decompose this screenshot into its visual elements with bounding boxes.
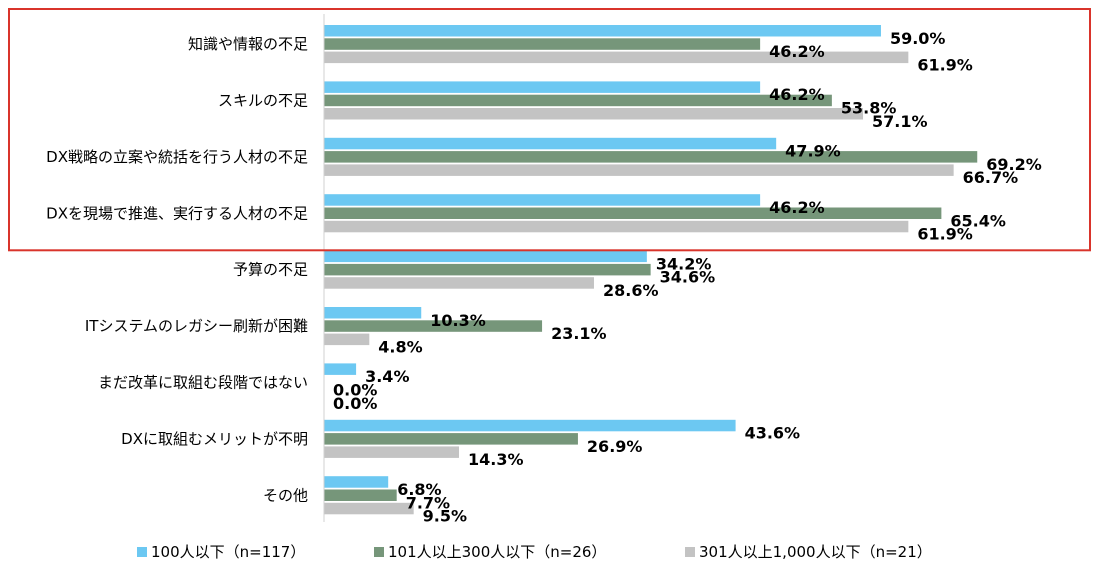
bar-s3 <box>324 502 414 515</box>
legend-label-s1: 100人以下（n=117） <box>151 543 305 561</box>
value-label-s2: 34.6% <box>660 268 716 287</box>
value-label-s3: 0.0% <box>333 394 377 413</box>
legend-swatch-s3 <box>685 547 695 557</box>
value-label-s1: 6.8% <box>397 480 441 499</box>
value-label-s1: 46.2% <box>769 85 825 104</box>
bars-layer <box>324 25 978 515</box>
bar-s1 <box>324 476 389 488</box>
value-label-s1: 3.4% <box>365 367 409 386</box>
category-label: ITシステムのレガシー刷新が困難 <box>85 317 308 335</box>
bar-s3 <box>324 277 594 289</box>
bar-s3 <box>324 108 864 120</box>
bar-s2 <box>324 433 578 445</box>
value-label-s3: 61.9% <box>917 55 973 74</box>
bar-s2 <box>324 94 832 107</box>
bar-s3 <box>324 446 459 458</box>
bar-s1 <box>324 307 422 319</box>
legend-swatch-s2 <box>374 547 384 557</box>
value-label-s3: 4.8% <box>378 337 422 356</box>
category-label: その他 <box>263 486 308 504</box>
value-label-s1: 46.2% <box>769 198 825 217</box>
legend-swatch-s1 <box>137 547 147 557</box>
value-label-s1: 47.9% <box>785 142 841 161</box>
value-label-s1: 59.0% <box>890 29 946 48</box>
legend-label-s2: 101人以上300人以下（n=26） <box>388 543 606 561</box>
legend: 100人以下（n=117） 101人以上300人以下（n=26） 301人以上1,0… <box>137 543 932 561</box>
bar-s3 <box>324 164 954 176</box>
bar-s2 <box>324 207 942 219</box>
value-label-s2: 53.8% <box>841 98 897 117</box>
bar-s2 <box>324 151 978 163</box>
value-label-s2: 23.1% <box>551 324 607 343</box>
category-label: DXを現場で推進、実行する人材の不足 <box>46 204 308 222</box>
bar-s1 <box>324 363 357 375</box>
value-label-s3: 9.5% <box>423 507 467 526</box>
value-label-s2: 46.2% <box>769 42 825 61</box>
bar-s2 <box>324 38 761 50</box>
value-label-s1: 43.6% <box>745 424 801 443</box>
bar-s1 <box>324 25 881 37</box>
category-label: DXに取組むメリットが不明 <box>121 430 308 448</box>
value-label-s3: 28.6% <box>603 281 659 300</box>
bar-s1 <box>324 419 736 432</box>
bar-s2 <box>324 320 543 332</box>
value-labels: 59.0% 46.2% 61.9% 46.2% 53.8%57.1% 47.9% 69.2%… <box>333 29 1042 526</box>
bar-s1 <box>324 81 761 93</box>
value-label-s2: 26.9% <box>587 437 643 456</box>
bar-s1 <box>324 250 647 263</box>
value-label-s2: 69.2% <box>986 155 1042 174</box>
bar-s2 <box>324 489 397 501</box>
highlight-box <box>8 8 1091 252</box>
bar-s3 <box>324 333 370 346</box>
bar-s3 <box>324 51 909 64</box>
value-label-s1: 10.3% <box>430 311 486 330</box>
category-label: 知識や情報の不足 <box>188 35 308 53</box>
category-label: DX戦略の立案や統括を行う人材の不足 <box>46 148 308 166</box>
category-label: スキルの不足 <box>218 91 308 109</box>
value-label-s2: 0.0% <box>333 380 377 399</box>
value-label-s2: 7.7% <box>406 493 450 512</box>
value-label-s2: 65.4% <box>950 211 1006 230</box>
value-label-s1: 34.2% <box>656 254 712 273</box>
value-label-s3: 66.7% <box>963 168 1019 187</box>
bar-s1 <box>324 194 761 206</box>
value-label-s3: 57.1% <box>872 112 928 131</box>
bar-s1 <box>324 137 777 150</box>
legend-label-s3: 301人以上1,000人以下（n=21） <box>699 543 932 561</box>
bar-s3 <box>324 220 909 233</box>
category-label: まだ改革に取組む段階ではない <box>98 373 308 391</box>
category-label: 予算の不足 <box>233 261 308 279</box>
value-label-s3: 14.3% <box>468 450 524 469</box>
value-label-s3: 61.9% <box>917 225 973 244</box>
bar-s2 <box>324 263 651 276</box>
